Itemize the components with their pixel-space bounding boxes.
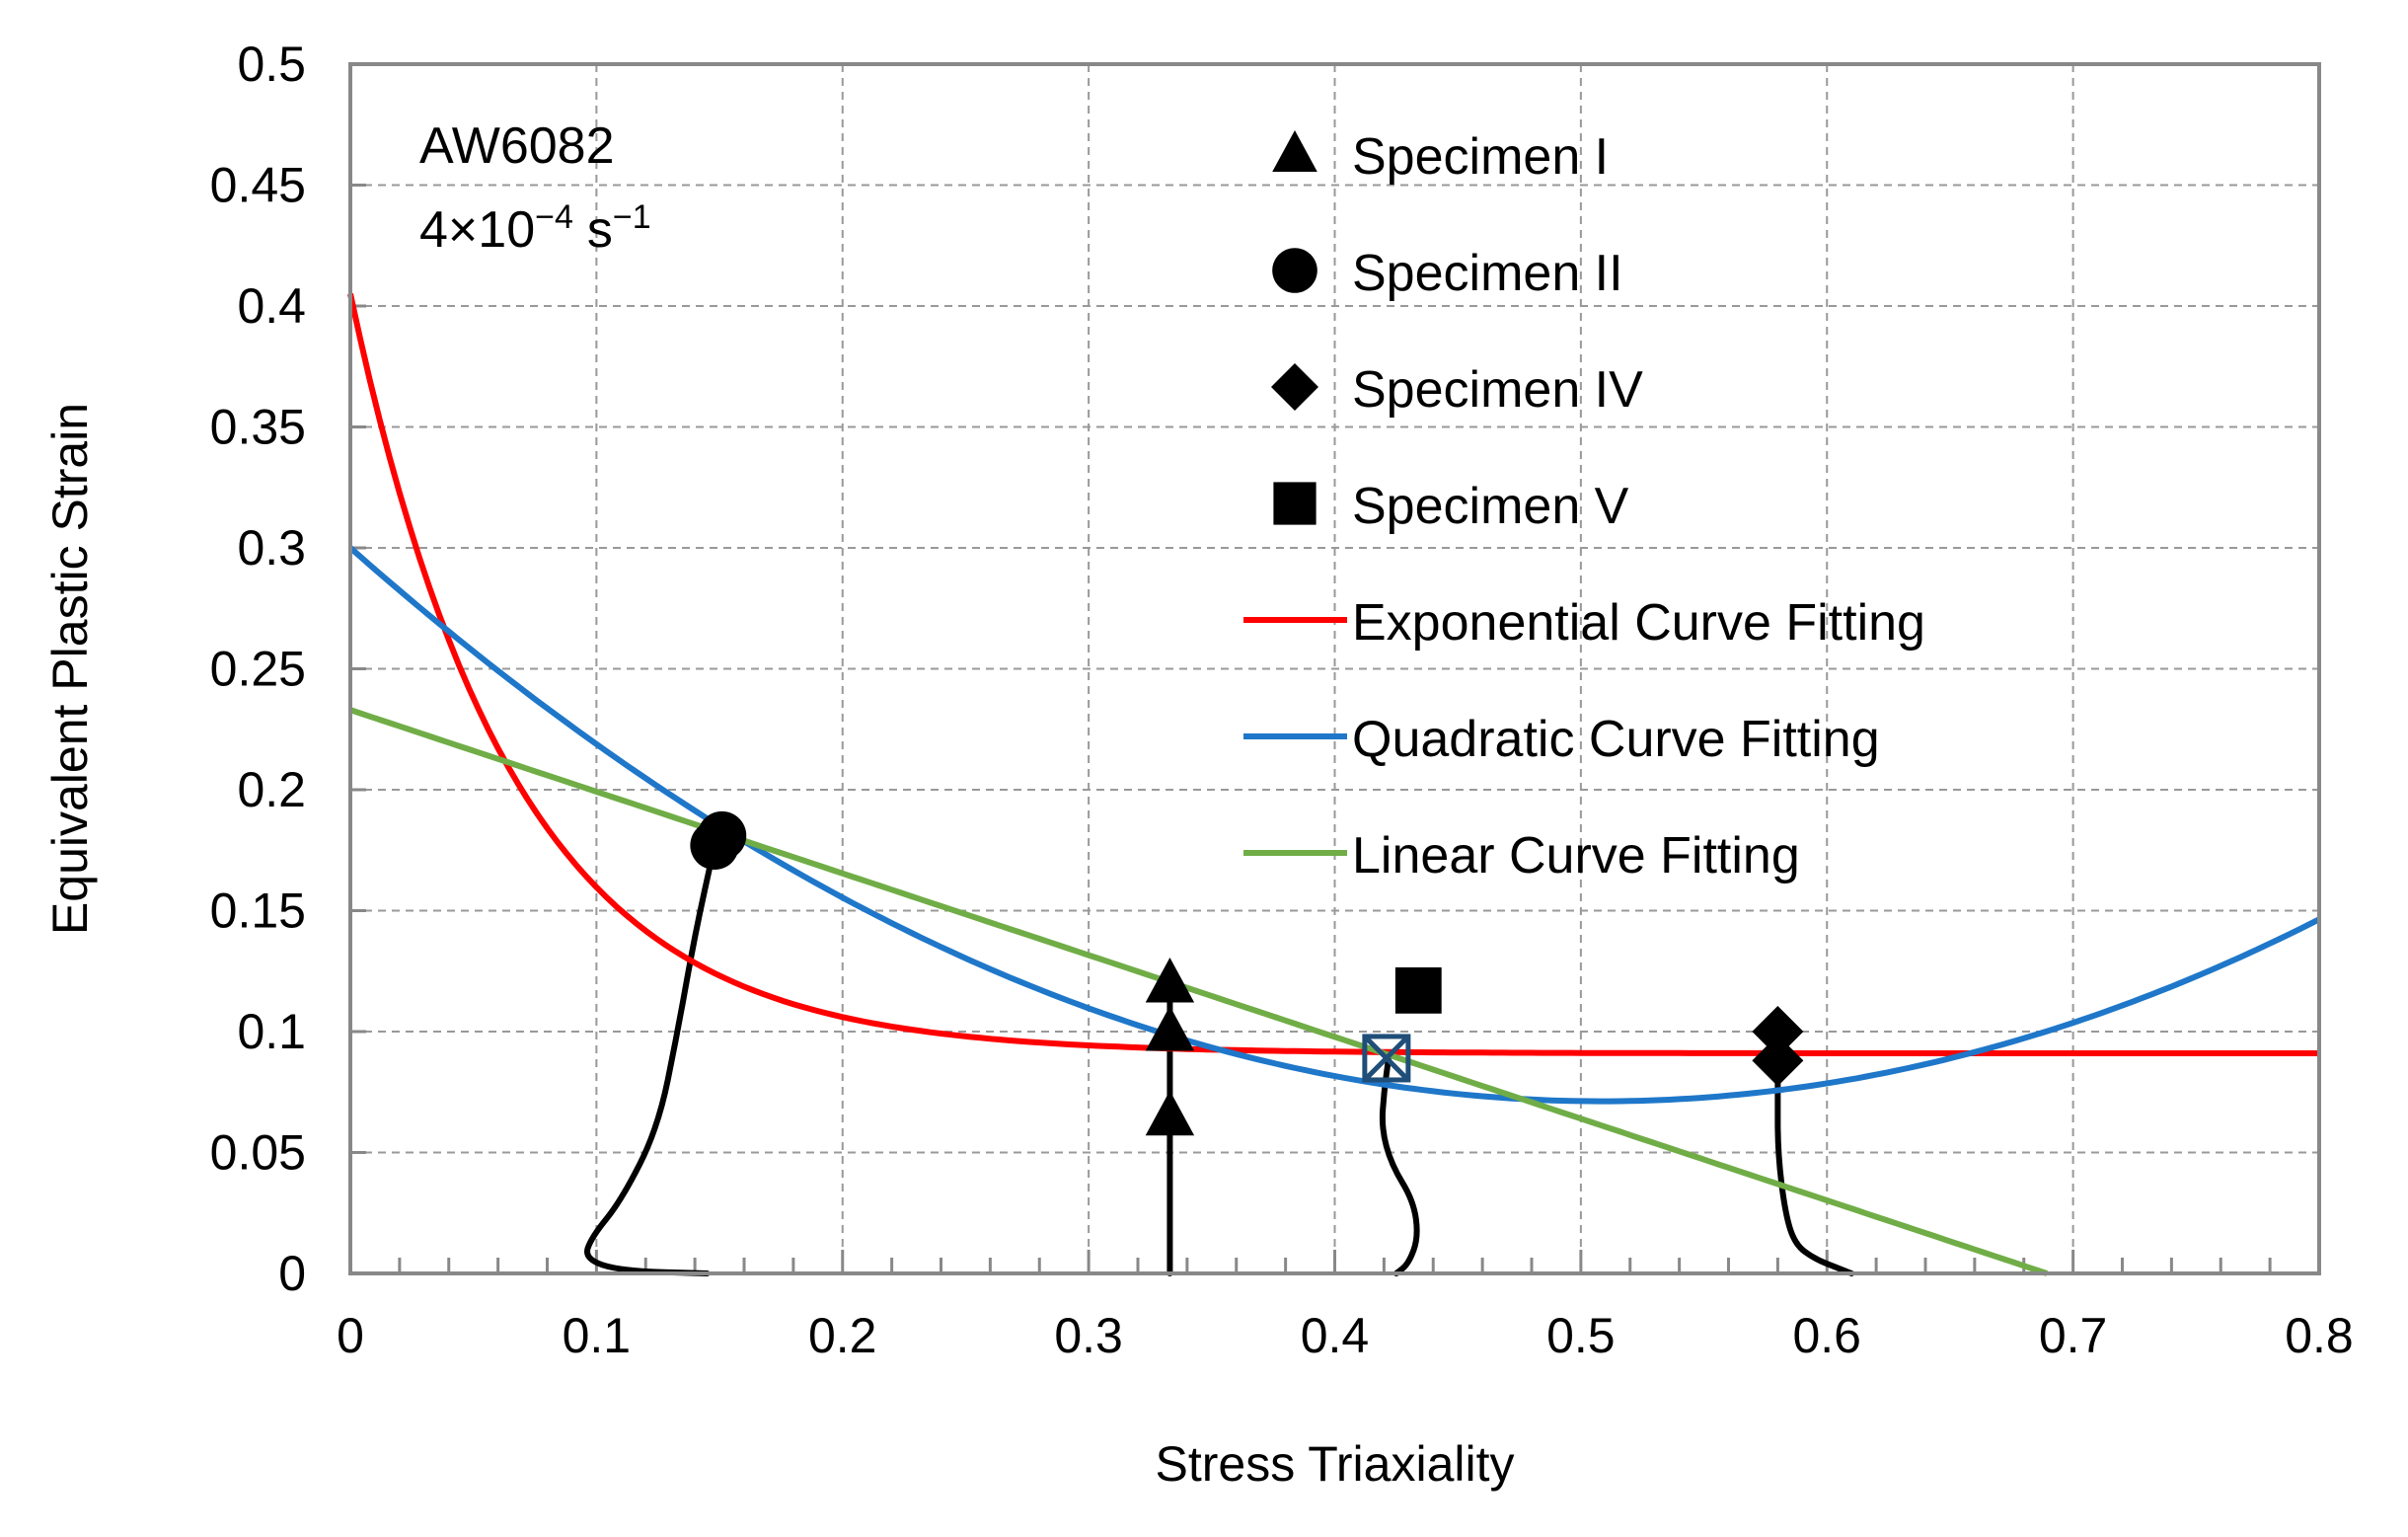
y-tick-label: 0.25	[210, 642, 306, 697]
legend-label: Specimen II	[1352, 245, 1623, 302]
loading-paths	[584, 842, 1855, 1276]
specimen-v-intersection-box	[1362, 1034, 1411, 1083]
rate-unit: s	[587, 201, 613, 259]
y-axis-title: Equivalent Plastic Strain	[42, 403, 98, 935]
legend-label: Specimen IV	[1352, 361, 1643, 419]
x-tick-label: 0.1	[563, 1308, 632, 1363]
y-tick-label: 0.2	[237, 762, 306, 817]
legend-label: Linear Curve Fitting	[1352, 827, 1800, 884]
y-tick-label: 0.05	[210, 1125, 306, 1181]
y-tick-label: 0.15	[210, 884, 306, 939]
rate-base: 4×10	[419, 201, 535, 259]
fit-curve-linear	[349, 707, 2049, 1276]
marker-circle	[697, 810, 747, 861]
legend-label: Specimen V	[1352, 478, 1629, 535]
rate-exponent: −4	[535, 198, 573, 236]
loading-path	[584, 842, 718, 1276]
x-axis-title: Stress Triaxiality	[1156, 1436, 1515, 1492]
legend-label: Quadratic Curve Fitting	[1352, 711, 1880, 768]
x-tick-label: 0.7	[2039, 1308, 2108, 1363]
x-tick-label: 0.3	[1054, 1308, 1123, 1363]
marker-diamond	[1752, 1006, 1804, 1057]
y-tick-label: 0.4	[237, 278, 306, 334]
marker-triangle	[1145, 1090, 1195, 1136]
fit-curve-exponential	[347, 293, 2319, 1056]
y-tick-label: 0.45	[210, 158, 306, 213]
material-annotation: AW6082 4×10−4 s−1	[419, 117, 651, 259]
grid	[350, 64, 2319, 1273]
x-tick-label: 0.6	[1792, 1308, 1861, 1363]
x-tick-label: 0.4	[1301, 1308, 1370, 1363]
fit-curve-quadratic	[348, 545, 2321, 1105]
plot-frame	[348, 62, 2321, 1275]
x-tick-label: 0	[337, 1308, 364, 1363]
x-tick-label: 0.2	[808, 1308, 877, 1363]
strain-rate-label: 4×10−4 s−1	[419, 198, 651, 259]
y-tick-label: 0.1	[237, 1004, 306, 1059]
fitting-curves	[347, 293, 2321, 1276]
y-tick-label: 0.3	[237, 520, 306, 576]
y-tick-label: 0	[278, 1246, 306, 1301]
loading-path	[1774, 1057, 1855, 1276]
marker-diamond	[1752, 1035, 1804, 1087]
marker-triangle	[1145, 958, 1195, 1003]
minor-ticks	[350, 62, 2272, 1275]
y-tick-label: 0.35	[210, 400, 306, 455]
legend-marker-square	[1273, 482, 1317, 525]
legend-marker-circle	[1272, 248, 1317, 293]
x-tick-label: 0.5	[1546, 1308, 1616, 1363]
marker-triangle	[1145, 1006, 1195, 1051]
material-label: AW6082	[419, 117, 615, 175]
y-tick-label: 0.5	[237, 37, 306, 92]
legend: Specimen I Specimen II Specimen IV Specimen…	[1243, 128, 1925, 884]
legend-label: Specimen I	[1352, 128, 1609, 186]
data-markers	[690, 810, 1804, 1136]
x-tick-labels: 0 0.1 0.2 0.3 0.4 0.5 0.6 0.7 0.8	[337, 1308, 2354, 1363]
legend-marker-triangle	[1272, 130, 1317, 172]
loading-path	[1379, 1052, 1420, 1276]
x-tick-label: 0.8	[2285, 1308, 2354, 1363]
marker-square	[1394, 966, 1442, 1014]
rate-unit-exponent: −1	[613, 198, 651, 236]
specimen-v-intersection-cross	[1363, 1035, 1410, 1082]
legend-label: Exponential Curve Fitting	[1352, 594, 1925, 652]
y-tick-labels: 0 0.05 0.1 0.15 0.2 0.25 0.3 0.35 0.4 0.45 0.5	[210, 37, 306, 1301]
legend-marker-diamond	[1271, 363, 1318, 411]
